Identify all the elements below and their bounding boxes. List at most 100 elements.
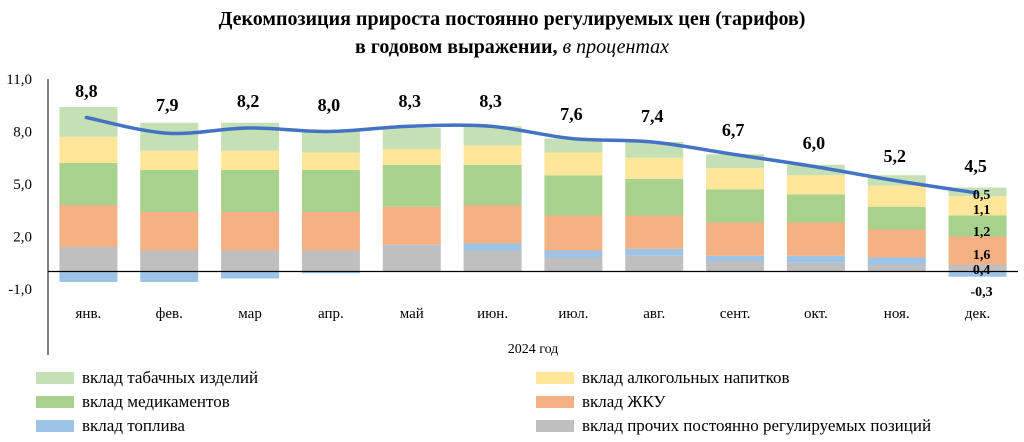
bar-segment [786,164,845,176]
legend-swatch-medicines [36,396,74,408]
bar-segment [463,250,522,272]
bar-segment [867,257,926,265]
x-axis-title: 2024 год [508,342,559,357]
bar-segment [301,152,360,170]
bar-segment [786,175,845,195]
bar-segment [59,136,118,163]
x-tick-label: фев. [156,306,183,322]
bar-segment [59,205,118,247]
bar-segment [544,152,603,176]
legend-swatch-other [536,420,574,432]
bar-segment [463,164,522,205]
stacked-bar-chart: -1,0 2,0 5,0 8,0 11,0 8,8 7,9 8,2 8,0 8,3 8,3 7,6 7,… [6,72,1018,357]
y-tick-label: 8,0 [13,125,32,141]
bar-segment [625,255,684,272]
bar-segment [544,215,603,251]
bar-segment [382,149,441,165]
bar-segment [706,189,765,223]
bar-segment [463,205,522,244]
total-data-label: 8,0 [318,95,341,115]
bar-segment [867,264,926,272]
x-tick-label: окт. [804,306,828,322]
bar-segment [301,170,360,212]
legend-label-housing: вклад ЖКУ [582,392,666,411]
total-line [84,115,978,195]
total-data-label: 8,2 [237,91,260,111]
december-component-label: 1,6 [973,248,991,263]
total-data-label: 6,0 [803,133,826,153]
bar-segment [948,196,1007,216]
bar-segment [382,247,441,272]
bar-segment [786,222,845,256]
total-data-label: 8,3 [479,91,502,111]
bar-segment [301,212,360,251]
bar-segment [625,248,684,256]
bar-segment [382,128,441,149]
bar-segment [382,164,441,207]
bar-segment [544,175,603,216]
bar-segment [221,212,280,251]
legend-item-tobacco: вклад табачных изделий [36,366,258,390]
legend-label-fuel: вклад топлива [82,416,185,435]
bar-segment [867,185,926,207]
y-tick-label: -1,0 [8,282,32,298]
y-tick-label: 11,0 [6,72,32,88]
bar-segment [463,145,522,165]
bar-segment [382,245,441,247]
bar-segment [625,178,684,216]
bar-segment [625,157,684,179]
total-data-label: 8,3 [399,91,422,111]
bar-segment [544,138,603,153]
x-tick-label: янв. [76,306,102,322]
bar-segment [867,206,926,230]
y-tick-label: 2,0 [13,230,32,246]
bar-segment [140,271,199,282]
legend-swatch-alcohol [536,372,574,384]
bar-segment [221,250,280,272]
bar-segment [59,163,118,205]
total-data-label: 4,5 [964,156,987,176]
bar-segment [140,150,199,170]
total-data-label: 8,8 [75,81,98,101]
x-tick-label: авг. [643,306,665,322]
december-component-label: -0,3 [970,285,992,300]
bar-segment [948,215,1007,237]
bar-segment [59,247,118,272]
total-data-label: 7,9 [156,95,179,115]
legend-label-alcohol: вклад алкогольных напитков [582,368,790,387]
legend-item-other: вклад прочих постоянно регулируемых пози… [536,414,931,438]
bar-segment [140,170,199,212]
bar-segment [221,271,280,279]
y-tick-label: 5,0 [13,177,32,193]
bar-segment [786,262,845,272]
legend-label-tobacco: вклад табачных изделий [82,368,259,387]
bar-segment [786,255,845,263]
bar-segment [544,257,603,272]
total-data-label: 5,2 [884,146,907,166]
total-data-label: 6,7 [722,120,745,140]
bar-segment [59,271,118,282]
legend-swatch-housing [536,396,574,408]
bar-segment [706,255,765,261]
chart-title: Декомпозиция прироста постоянно регулиру… [0,6,1024,32]
chart-legend: вклад табачных изделий вклад алкогольных… [0,364,1024,442]
bar-segment [382,206,441,246]
legend-item-fuel: вклад топлива [36,414,185,438]
legend-swatch-fuel [36,420,74,432]
december-component-label: 0,5 [973,188,991,203]
bar-segment [301,250,360,272]
x-tick-label: июл. [558,306,588,322]
legend-item-alcohol: вклад алкогольных напитков [536,366,790,390]
chart-title-line1: Декомпозиция прироста постоянно регулиру… [218,8,806,30]
x-tick-label: май [400,306,424,322]
x-tick-label: дек. [965,306,990,322]
bar-segment [140,250,199,272]
total-data-label: 7,4 [641,106,664,126]
bar-segment [140,212,199,251]
legend-swatch-tobacco [36,372,74,384]
bar-segment [301,271,360,274]
legend-label-medicines: вклад медикаментов [82,392,230,411]
legend-label-other: вклад прочих постоянно регулируемых пози… [582,416,932,435]
december-component-label: 1,1 [973,203,991,218]
bar-segment [140,122,199,151]
